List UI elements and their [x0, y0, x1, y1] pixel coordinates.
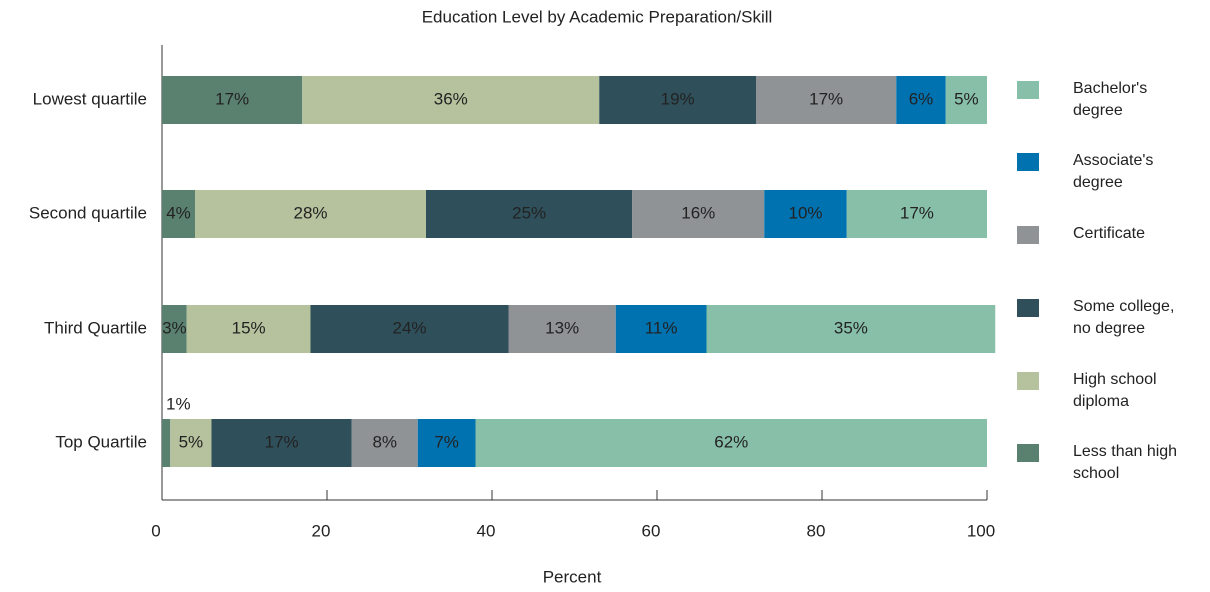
y-tick-label: Top Quartile: [55, 432, 147, 451]
value-label: 11%: [645, 318, 678, 337]
value-label: 8%: [372, 432, 397, 451]
bar-segment: [417, 419, 476, 467]
bar-segment: [162, 76, 303, 124]
value-label: 62%: [714, 432, 748, 451]
bar-segment: [162, 305, 187, 353]
bar-segment: [170, 419, 212, 467]
bar-segment: [162, 190, 195, 238]
legend-label: High school diploma: [1073, 371, 1157, 410]
legend-label: Certificate: [1073, 225, 1146, 242]
value-label: 15%: [232, 318, 266, 337]
bar-segment: [599, 76, 756, 124]
legend-swatch: [1017, 226, 1039, 244]
bar-segment: [896, 76, 946, 124]
bar-segment: [426, 190, 633, 238]
value-label: 3%: [162, 318, 187, 337]
x-tick-label: 100: [967, 521, 995, 540]
value-label: 35%: [834, 318, 868, 337]
value-label: 5%: [179, 432, 204, 451]
value-label: 19%: [661, 89, 695, 108]
legend-label: Some college, no degree: [1073, 298, 1175, 337]
value-label: 4%: [166, 203, 191, 222]
bar-segment: [186, 305, 311, 353]
value-label: 17%: [809, 89, 843, 108]
bar-segment: [615, 305, 707, 353]
legend-swatch: [1017, 444, 1039, 462]
value-label: 36%: [434, 89, 468, 108]
legend-label: Associate's degree: [1073, 152, 1154, 191]
bar-segment: [195, 190, 426, 238]
bar-segment: [162, 419, 171, 467]
x-tick-label: 0: [151, 521, 160, 540]
value-label: 28%: [293, 203, 327, 222]
x-tick-label: 20: [312, 521, 331, 540]
value-label: 16%: [681, 203, 715, 222]
bar-segment: [846, 190, 987, 238]
bar-segment: [211, 419, 352, 467]
value-label: 6%: [909, 89, 934, 108]
bar-segment: [351, 419, 418, 467]
legend-label: Less than high school: [1073, 443, 1178, 482]
y-tick-label: Second quartile: [29, 203, 147, 222]
legend-swatch: [1017, 153, 1039, 171]
x-axis-label: Percent: [543, 567, 602, 586]
value-label: 17%: [265, 432, 299, 451]
bar-segment: [475, 419, 987, 467]
value-label: 25%: [512, 203, 546, 222]
legend-swatch: [1017, 372, 1039, 390]
value-label: 17%: [215, 89, 249, 108]
chart-title: Education Level by Academic Preparation/…: [422, 7, 773, 26]
legend-swatch: [1017, 81, 1039, 99]
y-tick-label: Lowest quartile: [33, 89, 147, 108]
bar-segment: [945, 76, 987, 124]
bar-segment: [310, 305, 509, 353]
y-tick-label: Third Quartile: [44, 318, 147, 337]
x-tick-label: 80: [807, 521, 826, 540]
x-tick-label: 40: [477, 521, 496, 540]
bar-segment: [632, 190, 765, 238]
value-label: 17%: [900, 203, 934, 222]
bar-segment: [508, 305, 616, 353]
value-label: 5%: [954, 89, 979, 108]
x-tick-label: 60: [642, 521, 661, 540]
value-label: 1%: [166, 394, 191, 413]
value-label: 7%: [434, 432, 459, 451]
bar-segment: [764, 190, 847, 238]
value-label: 10%: [788, 203, 822, 222]
bar-segment: [302, 76, 600, 124]
bar-segment: [706, 305, 996, 353]
value-label: 13%: [545, 318, 579, 337]
legend-label: Bachelor's degree: [1073, 80, 1148, 119]
bar-segment: [756, 76, 897, 124]
value-label: 24%: [392, 318, 426, 337]
legend-swatch: [1017, 299, 1039, 317]
